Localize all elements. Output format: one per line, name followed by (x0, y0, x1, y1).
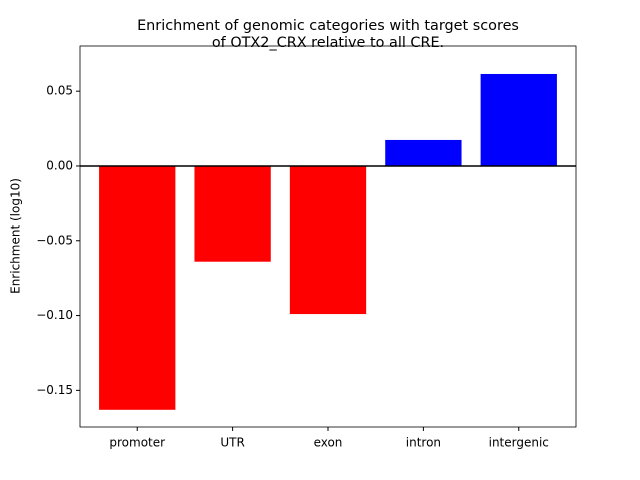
y-tick-label: 0.05 (46, 84, 73, 98)
x-tick-label: promoter (109, 436, 165, 450)
x-tick-label: exon (314, 436, 343, 450)
y-tick-label: −0.10 (36, 308, 73, 322)
bar (289, 165, 367, 315)
plot-frame (79, 45, 577, 428)
bar (480, 73, 557, 166)
bar (385, 139, 462, 166)
bar (99, 165, 176, 410)
x-tick-label: intron (406, 436, 441, 450)
chart-title: of OTX2_CRX relative to all CRE. (212, 35, 444, 51)
chart-title: Enrichment of genomic categories with ta… (137, 18, 519, 34)
y-axis-label: Enrichment (log10) (9, 178, 23, 294)
y-tick-label: −0.05 (36, 233, 73, 247)
bar (194, 165, 271, 262)
x-tick-label: intergenic (489, 436, 549, 450)
y-tick-label: 0.00 (46, 158, 73, 172)
x-tick-label: UTR (220, 436, 244, 450)
y-tick-label: −0.15 (36, 383, 73, 397)
